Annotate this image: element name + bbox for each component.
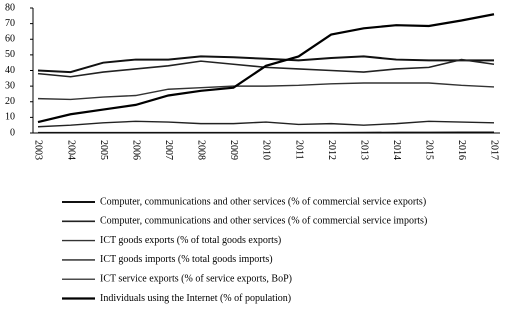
- legend-label: ICT service exports (% of service export…: [100, 273, 292, 284]
- x-tick-label: 2005: [98, 140, 109, 160]
- y-tick-label: 80: [5, 2, 15, 13]
- x-tick-label: 2007: [163, 140, 174, 160]
- series-line: [37, 13, 495, 124]
- x-tick-label: 2008: [196, 140, 207, 160]
- x-tick-label: 2010: [261, 140, 272, 160]
- y-tick-label: 30: [5, 80, 15, 91]
- x-tick-label: 2014: [391, 140, 402, 160]
- y-tick-label: 70: [5, 18, 15, 29]
- x-tick-label: 2009: [228, 140, 239, 160]
- x-tick-label: 2004: [65, 140, 76, 160]
- series-line: [37, 82, 495, 101]
- x-tick-label: 2013: [358, 140, 369, 160]
- x-tick-label: 2003: [33, 140, 44, 160]
- x-tick-label: 2015: [424, 140, 435, 160]
- y-tick-label: 40: [5, 65, 15, 76]
- y-tick-label: 10: [5, 112, 15, 123]
- legend-label: Computer, communications and other servi…: [100, 216, 427, 227]
- y-tick-label: 0: [10, 127, 15, 138]
- y-tick-label: 60: [5, 34, 15, 45]
- legend-label: Computer, communications and other servi…: [100, 196, 426, 207]
- series-line: [37, 120, 495, 128]
- x-tick-label: 2016: [456, 140, 467, 160]
- x-tick-label: 2017: [489, 140, 500, 160]
- legend-label: ICT goods imports (% total goods imports…: [100, 254, 273, 265]
- x-tick-label: 2011: [293, 140, 304, 160]
- y-tick-label: 50: [5, 49, 15, 60]
- legend-label: Individuals using the Internet (% of pop…: [100, 293, 291, 304]
- x-tick-label: 2006: [130, 140, 141, 160]
- series-line: [37, 58, 495, 78]
- y-tick-label: 20: [5, 96, 15, 107]
- x-tick-label: 2012: [326, 140, 337, 160]
- legend-label: ICT goods exports (% of total goods expo…: [100, 235, 281, 246]
- series-line: [37, 55, 494, 74]
